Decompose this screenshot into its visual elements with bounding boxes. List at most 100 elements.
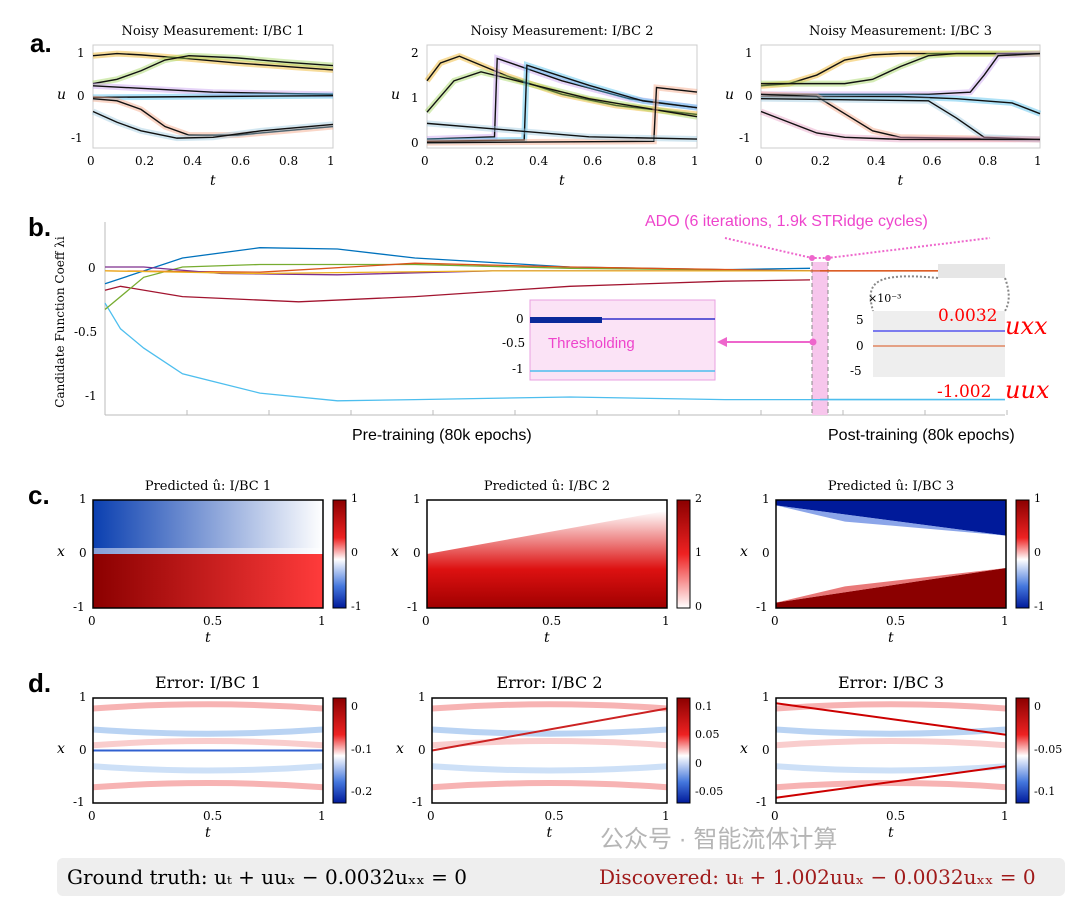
y-tick: -1: [407, 600, 419, 614]
coefficient-trajectory: [104, 279, 811, 303]
y-tick: 0: [762, 546, 770, 560]
x-tick: 0.4: [529, 154, 549, 168]
x-tick: 0.5: [203, 809, 223, 823]
heatmap-d3: [775, 697, 1007, 804]
error-streak: [92, 726, 324, 737]
y-axis-label: x: [740, 544, 748, 560]
x-tick: 0.4: [183, 154, 203, 168]
y-tick: 1: [79, 690, 87, 704]
x-tick: 1: [662, 614, 670, 628]
colorbar-tick: -0.1: [1034, 785, 1056, 798]
error-streak: [431, 726, 668, 737]
x-tick: 0.5: [544, 809, 564, 823]
x-axis-label: t: [546, 825, 553, 841]
fitted-curve: [761, 52, 1041, 96]
colorbar: [332, 499, 347, 609]
x-tick: 1: [1034, 154, 1042, 168]
error-streak: [431, 780, 668, 791]
discovered-equation: Discovered: uₜ + 1.002uuₓ − 0.0032uₓₓ = …: [599, 865, 1036, 889]
colorbar: [332, 697, 347, 804]
x-tick: 0.2: [475, 154, 495, 168]
x-tick: 0.6: [922, 154, 942, 168]
y-tick: 0: [413, 546, 421, 560]
panel-label-c: c.: [28, 480, 50, 510]
thresholding-inset: [529, 299, 716, 381]
colorbar-tick: 1: [1034, 492, 1041, 505]
y-tick: -1: [739, 131, 751, 146]
y-tick: 0: [79, 546, 87, 560]
heatmap-c1: [92, 499, 324, 609]
x-tick: 0: [88, 614, 96, 628]
colorbar-tick: -0.05: [1034, 742, 1063, 756]
x-axis-label: t: [205, 630, 211, 646]
colorbar-tick: 1: [695, 546, 702, 559]
x-axis-label: t: [559, 173, 565, 189]
error-streak: [92, 780, 324, 791]
fitted-curve: [761, 95, 1041, 115]
fitted-curve: [760, 93, 1041, 141]
x-tick: 0.2: [810, 154, 830, 168]
error-streak: [92, 701, 324, 712]
x-tick: 0.4: [866, 154, 886, 168]
inset-ytick: 0: [516, 312, 524, 326]
watermark: 公众号 · 智能流体计算: [600, 826, 838, 853]
y-axis-label: x: [391, 544, 399, 560]
b-ytick: 0: [88, 261, 96, 275]
y-tick: 0: [762, 742, 770, 757]
colorbar-tick: -1: [351, 600, 362, 613]
x-tick: 1: [318, 614, 326, 628]
x-tick: 1: [1001, 614, 1009, 628]
colorbar: [676, 697, 691, 804]
equation-bar: Ground truth: uₜ + uuₓ − 0.0032uₓₓ = 0 D…: [57, 858, 1065, 896]
coefficient-trajectory: [104, 263, 811, 310]
ground-truth-equation: Ground truth: uₜ + uuₓ − 0.0032uₓₓ = 0: [67, 865, 467, 889]
x-tick: 1: [691, 154, 699, 168]
line-plot-a3: [759, 44, 1042, 149]
x-tick: 0.5: [886, 614, 906, 628]
inset-ytick: -5: [850, 364, 862, 378]
pretraining-label: Pre-training (80k epochs): [352, 427, 532, 444]
colorbar-tick: 0: [1034, 546, 1041, 559]
colorbar-tick: -0.2: [351, 785, 373, 798]
heatmap-d1: [92, 697, 324, 804]
heatmap-c2: [426, 499, 668, 609]
x-axis-label: t: [897, 173, 904, 189]
heatmap-title: Error: I/BC 3: [837, 673, 944, 692]
ado-annotation: ADO (6 iterations, 1.9k STRidge cycles): [645, 213, 928, 230]
fitted-curve: [426, 71, 698, 118]
x-tick: 0.8: [978, 154, 998, 168]
colorbar-tick: 0: [695, 600, 702, 613]
panel-label-a: a.: [30, 28, 52, 58]
line-plot-a2: [424, 44, 698, 149]
y-tick: -1: [412, 795, 424, 809]
x-tick: 0.6: [231, 154, 251, 168]
colorbar-tick: 0: [695, 756, 702, 770]
colorbar: [676, 499, 691, 609]
y-tick: 1: [762, 690, 770, 704]
y-tick: 1: [411, 90, 419, 105]
y-axis-label: u: [391, 86, 401, 103]
y-tick: 0: [411, 135, 419, 150]
y-tick: 0: [745, 88, 753, 103]
fitted-curve: [426, 122, 698, 140]
colorbar: [1015, 499, 1030, 609]
heatmap-d2: [431, 697, 668, 804]
heatmap-c3: [775, 499, 1007, 609]
x-tick: 0: [771, 809, 779, 823]
x-axis-label: t: [888, 630, 894, 646]
y-axis-label: x: [740, 740, 748, 757]
heatmap-title: Predicted û: I/BC 2: [483, 479, 611, 494]
fitted-curve: [92, 97, 334, 136]
post-training-inset: [873, 311, 1005, 377]
x-tick: 0.5: [886, 809, 906, 823]
posttraining-label: Post-training (80k epochs): [828, 427, 1015, 444]
inset-ytick: 5: [856, 313, 864, 327]
x-axis-label: t: [888, 825, 894, 841]
x-tick: 0.5: [203, 614, 223, 628]
noisy-data-band: [761, 50, 1041, 98]
x-axis-label: t: [210, 173, 216, 189]
colorbar-tick: 0: [351, 546, 358, 559]
heatmap-title: Predicted û: I/BC 3: [827, 479, 955, 494]
y-axis-label: u: [57, 86, 67, 103]
colorbar-tick: 0: [1034, 700, 1041, 713]
